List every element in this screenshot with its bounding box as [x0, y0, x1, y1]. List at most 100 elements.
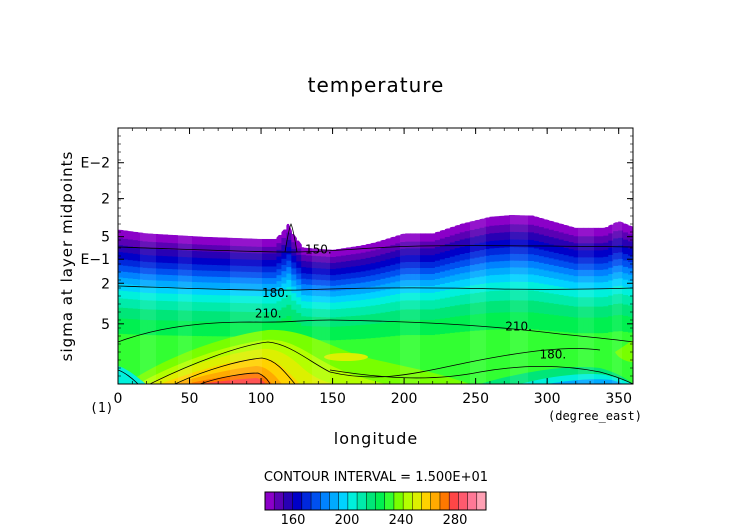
- fill-cell: [623, 260, 629, 268]
- fill-cell: [152, 320, 159, 336]
- fill-cell: [330, 269, 337, 276]
- fill-cell: [212, 276, 218, 284]
- fill-cell: [529, 290, 535, 302]
- fill-cell: [365, 287, 372, 294]
- fill-cell: [192, 310, 198, 322]
- fill-cell: [613, 303, 619, 316]
- fill-cell: [553, 278, 560, 287]
- fill-cell: [459, 331, 466, 384]
- fill-cell: [623, 273, 629, 281]
- fill-cell: [137, 232, 144, 242]
- fill-cell: [519, 329, 525, 384]
- fill-cell: [504, 312, 510, 330]
- fill-cell: [231, 237, 238, 247]
- fill-cell: [301, 316, 307, 327]
- fill-cell: [172, 320, 179, 337]
- fill-cell: [370, 256, 377, 264]
- fill-cell: [444, 228, 451, 238]
- fill-cell: [514, 329, 520, 384]
- fill-cell: [439, 265, 446, 273]
- fill-cell: [479, 235, 486, 244]
- fill-cell: [548, 258, 555, 266]
- fill-cell: [588, 306, 594, 319]
- fill-cell: [578, 282, 585, 291]
- fill-cell: [246, 253, 253, 261]
- fill-cell: [217, 288, 223, 296]
- fill-cell: [563, 267, 570, 275]
- fill-cell: [568, 296, 575, 307]
- fill-cell: [405, 261, 411, 269]
- fill-cell: [207, 251, 213, 259]
- fill-cell: [335, 290, 342, 297]
- fill-cell: [207, 321, 213, 337]
- fill-cell: [380, 278, 386, 286]
- fill-cell: [147, 262, 154, 269]
- fill-cell: [583, 276, 590, 283]
- fill-cell: [157, 309, 164, 321]
- fill-cell: [167, 286, 174, 295]
- fill-cell: [464, 245, 471, 254]
- fill-cell: [311, 279, 317, 286]
- fill-cell: [583, 333, 590, 384]
- warm-edge: [615, 340, 633, 362]
- cool-corner: [118, 366, 146, 384]
- fill-cell: [256, 266, 263, 273]
- fill-cell: [256, 253, 263, 261]
- fill-cell: [588, 276, 594, 283]
- contour-label: 210.: [255, 306, 282, 320]
- colorbar-swatch: [283, 492, 293, 510]
- fill-cell: [509, 290, 515, 301]
- fill-cell: [296, 285, 302, 292]
- fill-cell: [162, 286, 169, 295]
- fill-cell: [563, 316, 570, 333]
- fill-cell: [425, 300, 431, 311]
- fill-cell: [370, 275, 377, 282]
- fill-cell: [291, 280, 297, 288]
- fill-cell: [370, 305, 377, 315]
- fill-cell: [167, 242, 174, 251]
- fill-cell: [192, 321, 198, 337]
- fill-cell: [533, 329, 540, 384]
- fill-cell: [217, 237, 223, 246]
- fill-cell: [221, 288, 228, 296]
- fill-cell: [177, 287, 183, 295]
- fill-cell: [172, 281, 179, 288]
- fill-cell: [553, 259, 560, 267]
- fill-cell: [122, 278, 129, 285]
- fill-cell: [360, 299, 367, 308]
- fill-cell: [355, 307, 362, 317]
- fill-cell: [583, 236, 590, 244]
- fill-cell: [385, 238, 391, 247]
- fill-cell: [588, 297, 594, 308]
- fill-cell: [415, 274, 421, 281]
- fill-cell: [316, 326, 322, 341]
- fill-cell: [425, 261, 431, 269]
- cool-lobe: [548, 379, 624, 384]
- fill-cell: [311, 301, 317, 310]
- fill-cell: [553, 303, 560, 316]
- fill-cell: [469, 271, 476, 279]
- fill-cell: [474, 330, 481, 384]
- fill-cell: [400, 293, 406, 302]
- fill-cell: [197, 251, 203, 259]
- fill-cell: [281, 298, 287, 309]
- contour-line: [329, 365, 633, 384]
- fill-cell: [425, 255, 431, 263]
- fill-cell: [340, 316, 347, 327]
- fill-cell: [157, 255, 164, 264]
- colorbar-swatch: [393, 492, 404, 510]
- fill-cell: [226, 245, 233, 253]
- fill-cell: [519, 300, 525, 313]
- fill-cell: [454, 287, 461, 297]
- fill-cell: [157, 262, 164, 270]
- fill-cell: [489, 312, 495, 331]
- fill-cell: [152, 242, 159, 250]
- fill-cell: [608, 295, 614, 306]
- fill-cell: [241, 311, 248, 323]
- fill-cell: [533, 233, 540, 242]
- fill-cell: [593, 263, 599, 271]
- fill-cell: [613, 315, 619, 333]
- fill-cell: [221, 271, 228, 278]
- fill-cell: [395, 287, 401, 295]
- fill-cell: [439, 252, 446, 260]
